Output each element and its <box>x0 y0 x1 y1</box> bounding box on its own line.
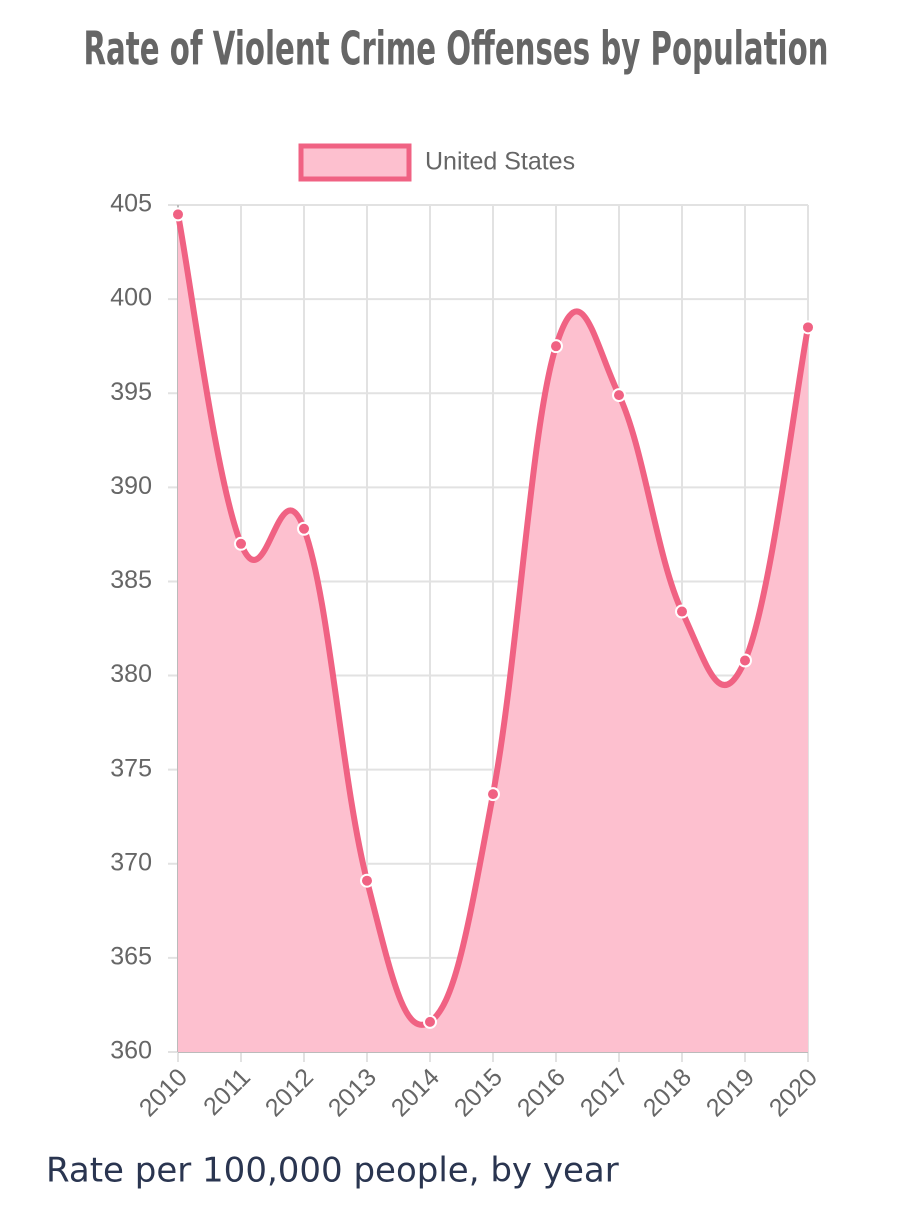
y-tick-label: 385 <box>110 566 152 594</box>
x-tick-label: 2018 <box>638 1063 697 1122</box>
y-tick-label: 395 <box>110 378 152 406</box>
x-tick-label: 2010 <box>134 1063 193 1122</box>
x-tick-label: 2014 <box>386 1063 445 1122</box>
point <box>486 787 500 802</box>
legend-label: United States <box>425 148 575 176</box>
x-tick-label: 2015 <box>449 1063 508 1122</box>
y-tick-label: 370 <box>110 848 152 876</box>
point <box>234 536 248 551</box>
chart-title: Rate of Violent Crime Offenses by Popula… <box>84 22 829 76</box>
x-tick-label: 2017 <box>575 1063 634 1122</box>
x-tick-label: 2016 <box>512 1063 571 1122</box>
point <box>675 604 689 619</box>
y-tick-label: 390 <box>110 472 152 500</box>
point <box>423 1014 437 1029</box>
point <box>360 873 374 888</box>
point <box>297 521 311 536</box>
x-tick-label: 2020 <box>764 1063 823 1122</box>
y-tick-label: 365 <box>110 942 152 970</box>
y-tick-label: 380 <box>110 660 152 688</box>
x-tick-label: 2019 <box>701 1063 760 1122</box>
y-tick-label: 375 <box>110 754 152 782</box>
y-tick-label: 400 <box>110 284 152 312</box>
point <box>612 388 626 403</box>
point <box>549 339 563 354</box>
x-tick-label: 2013 <box>323 1063 382 1122</box>
caption: Rate per 100,000 people, by year <box>46 1151 619 1191</box>
point <box>171 207 185 222</box>
point <box>738 653 752 668</box>
x-tick-label: 2011 <box>198 1063 256 1121</box>
x-tick-label: 2012 <box>260 1063 319 1122</box>
point <box>801 320 815 335</box>
y-tick-label: 405 <box>110 190 152 218</box>
y-tick-label: 360 <box>110 1037 152 1065</box>
area-fill <box>178 214 808 1052</box>
legend-swatch <box>298 143 412 182</box>
